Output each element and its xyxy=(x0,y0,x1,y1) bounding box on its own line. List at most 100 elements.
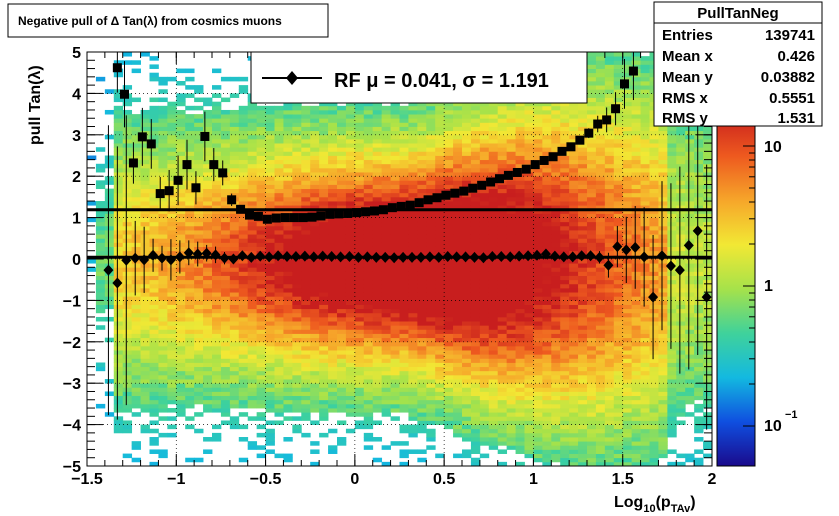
heatmap-cell xyxy=(274,196,284,202)
heatmap-cell xyxy=(176,147,186,152)
heatmap-cell xyxy=(363,437,374,442)
heatmap-cell xyxy=(613,341,624,347)
heatmap-cell xyxy=(122,362,133,368)
heatmap-cell xyxy=(497,362,508,368)
heatmap-cell xyxy=(479,304,490,310)
heatmap-cell xyxy=(506,147,516,152)
heatmap-cell xyxy=(229,337,240,343)
heatmap-cell xyxy=(265,283,275,289)
heatmap-cell xyxy=(408,118,418,123)
heatmap-cell xyxy=(265,366,275,372)
heatmap-cell xyxy=(140,151,150,156)
heatmap-cell xyxy=(220,130,231,136)
heatmap-cell xyxy=(158,221,168,227)
heatmap-cell xyxy=(488,105,499,111)
heatmap-cell xyxy=(283,225,293,231)
heatmap-cell xyxy=(372,163,383,169)
heatmap-cell xyxy=(408,101,418,107)
heatmap-cell xyxy=(292,391,302,397)
heatmap-cell xyxy=(497,432,508,438)
heatmap-cell xyxy=(212,300,222,305)
heatmap-cell xyxy=(310,308,320,314)
heatmap-cell xyxy=(212,395,222,401)
heatmap-cell xyxy=(551,457,561,463)
heatmap-cell xyxy=(372,399,383,405)
heatmap-cell xyxy=(488,205,499,210)
heatmap-cell xyxy=(426,308,436,314)
heatmap-cell xyxy=(158,370,168,376)
heatmap-cell xyxy=(444,184,454,190)
heatmap-cell xyxy=(542,192,552,198)
heatmap-cell xyxy=(229,403,240,409)
heatmap-cell xyxy=(533,312,543,318)
heatmap-cell xyxy=(176,408,186,413)
heatmap-cell xyxy=(417,167,427,173)
heatmap-cell xyxy=(408,109,418,115)
heatmap-cell xyxy=(247,325,258,330)
heatmap-cell xyxy=(488,196,499,202)
heatmap-cell xyxy=(542,234,552,239)
heatmap-cell xyxy=(444,391,454,397)
heatmap-cell xyxy=(497,329,508,334)
heatmap-cell xyxy=(515,147,525,152)
heatmap-cell xyxy=(113,387,124,392)
heatmap-cell xyxy=(613,387,624,392)
heatmap-cell xyxy=(337,109,347,115)
heatmap-cell xyxy=(497,130,508,136)
heatmap-cell xyxy=(604,72,615,78)
heatmap-cell xyxy=(470,424,481,430)
heatmap-cell xyxy=(444,354,454,359)
heatmap-cell xyxy=(238,412,249,417)
heatmap-cell xyxy=(604,449,615,454)
heatmap-cell xyxy=(212,225,222,231)
heatmap-cell xyxy=(479,221,490,227)
heatmap-cell xyxy=(533,279,543,285)
heatmap-cell xyxy=(551,230,561,235)
heatmap-cell xyxy=(203,362,213,368)
heatmap-cell xyxy=(256,391,266,397)
heatmap-cell xyxy=(310,130,320,136)
heatmap-cell xyxy=(229,267,240,272)
heatmap-cell xyxy=(595,304,606,310)
heatmap-cell xyxy=(354,391,365,397)
heatmap-cell xyxy=(417,109,427,115)
heatmap-cell xyxy=(104,163,115,169)
heatmap-cell xyxy=(569,292,579,297)
heatmap-cell xyxy=(506,350,516,355)
heatmap-cell xyxy=(569,126,579,132)
heatmap-cell xyxy=(587,292,597,297)
heatmap-cell xyxy=(604,238,615,243)
heatmap-cell xyxy=(372,188,383,194)
heatmap-cell xyxy=(533,234,543,239)
heatmap-cell xyxy=(569,242,579,247)
heatmap-cell xyxy=(488,374,499,380)
heatmap-cell xyxy=(569,437,579,442)
heatmap-cell xyxy=(176,379,186,384)
heatmap-cell xyxy=(604,217,615,223)
heatmap-cell xyxy=(604,445,615,450)
heatmap-cell xyxy=(229,134,240,140)
heatmap-cell xyxy=(158,180,168,185)
heatmap-cell xyxy=(479,350,490,355)
heatmap-cell xyxy=(220,201,231,206)
heatmap-cell xyxy=(587,196,597,202)
heatmap-cell xyxy=(488,403,499,409)
heatmap-cell xyxy=(283,205,293,210)
heatmap-cell xyxy=(479,403,490,409)
heatmap-cell xyxy=(158,395,168,401)
heatmap-cell xyxy=(399,143,409,148)
heatmap-cell xyxy=(595,205,606,210)
heatmap-cell xyxy=(337,188,347,194)
heatmap-cell xyxy=(417,412,427,417)
heatmap-cell xyxy=(122,424,133,430)
heatmap-cell xyxy=(113,205,124,210)
heatmap-cell xyxy=(595,308,606,314)
heatmap-cell xyxy=(229,374,240,380)
heatmap-cell xyxy=(453,420,463,425)
heatmap-cell xyxy=(470,366,481,372)
heatmap-cell xyxy=(265,230,275,235)
heatmap-cell xyxy=(408,403,418,409)
heatmap-cell xyxy=(524,358,534,363)
heatmap-cell xyxy=(524,329,534,334)
heatmap-cell xyxy=(113,60,124,65)
